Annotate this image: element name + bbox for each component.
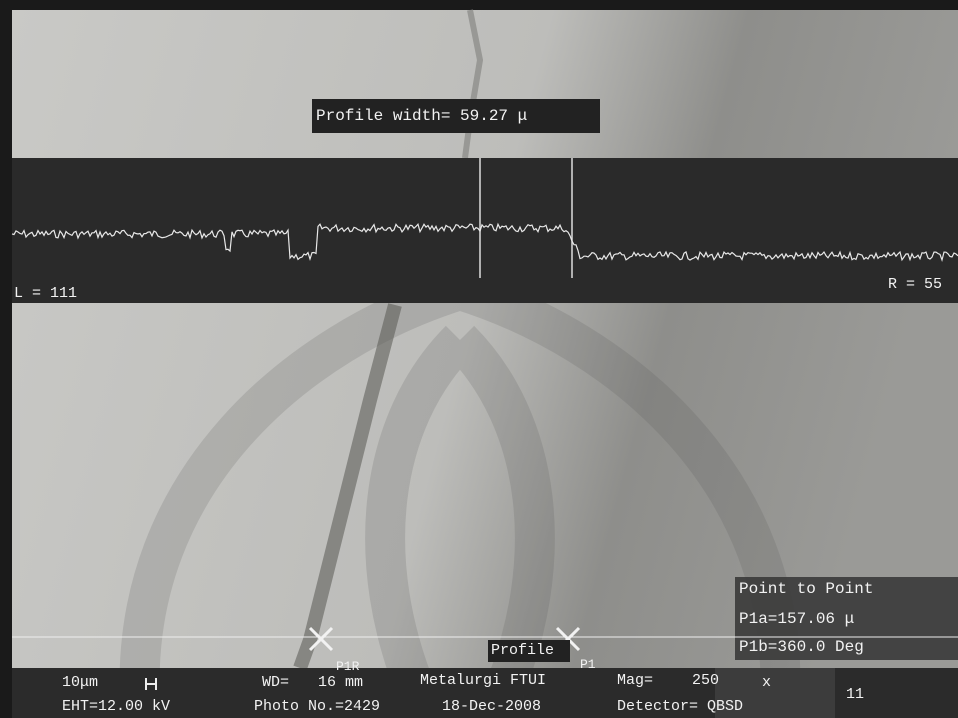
wd-value: 16 mm	[318, 674, 363, 692]
operator: Metalurgi FTUI	[420, 672, 546, 690]
right-level: R = 55	[888, 276, 942, 294]
profile-width: Profile width= 59.27 μ	[316, 107, 527, 125]
eht: EHT=12.00 kV	[62, 698, 170, 716]
mag-unit: x	[762, 674, 771, 692]
detector: Detector= QBSD	[617, 698, 743, 716]
measure-angle: P1b=360.0 Deg	[739, 638, 864, 656]
scale: 10μm	[62, 674, 98, 692]
sem-screen: Profile width= 59.27 μ L = 111 R = 55 Po…	[0, 0, 958, 718]
left-level: L = 111	[14, 285, 77, 303]
marker-label: P1	[580, 656, 596, 674]
measure-length: P1a=157.06 μ	[739, 610, 854, 628]
marker-label: Profile	[491, 642, 554, 660]
measure-title: Point to Point	[739, 580, 873, 598]
wd-label: WD=	[262, 674, 289, 692]
frame-number: 11	[846, 686, 864, 704]
photo-number: Photo No.=2429	[254, 698, 380, 716]
date: 18-Dec-2008	[442, 698, 541, 716]
mag-label: Mag=	[617, 672, 653, 690]
mag-value: 250	[692, 672, 719, 690]
